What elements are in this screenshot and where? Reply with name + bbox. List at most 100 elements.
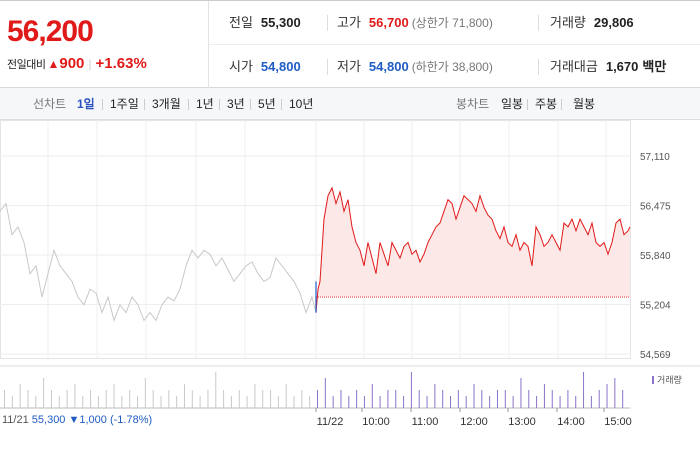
- volume-bar: [113, 384, 115, 408]
- price-box: 56,200 전일대비 ▲900 | +1.63%: [0, 1, 209, 89]
- prev-day-footer: 11/21 55,300 ▼1,000 (-1.78%): [2, 414, 152, 426]
- volume-bar: [35, 396, 37, 408]
- divider: [188, 99, 189, 110]
- high-label: 고가: [337, 15, 361, 30]
- candle-daily[interactable]: 일봉: [501, 97, 524, 111]
- volume-bar: [262, 390, 264, 408]
- divider: [250, 99, 251, 110]
- candle-chart-label: 봉차트: [456, 97, 490, 111]
- price-chart[interactable]: 57,110 56,475 55,840 55,204 54,569 11/22 10:0…: [0, 120, 700, 430]
- amount-unit: 백만: [642, 59, 667, 74]
- stats-row-2: 시가 54,800 저가 54,800 (하한가 38,800) 거래대금 1,670 백…: [209, 45, 700, 89]
- volume-bar: [575, 396, 577, 408]
- range-3m[interactable]: 3개월: [152, 97, 181, 111]
- divider: [219, 99, 220, 110]
- volume-bar: [129, 390, 131, 408]
- prev-close-value: 55,300: [260, 15, 301, 30]
- prev-date: 11/21: [2, 414, 29, 426]
- prev-change-footer: ▼1,000 (-1.78%): [68, 414, 153, 426]
- volume: 거래량 29,806: [550, 1, 634, 45]
- volume-bar: [277, 396, 279, 408]
- volume-bar: [58, 396, 60, 408]
- volume-bar: [583, 372, 585, 408]
- volume-bar: [324, 378, 326, 408]
- volume-bar: [90, 390, 92, 408]
- volume-bar: [356, 390, 358, 408]
- volume-bar: [410, 372, 412, 408]
- volume-bar: [426, 396, 428, 408]
- volume-bar: [183, 384, 185, 408]
- range-1y[interactable]: 1년: [196, 97, 214, 111]
- volume-bar: [543, 384, 545, 408]
- volume-bar: [504, 390, 506, 408]
- volume-bar: [309, 396, 311, 408]
- change-summary: 전일대비 ▲900 | +1.63%: [7, 55, 147, 72]
- upper-limit: (상한가 71,800): [411, 16, 493, 30]
- volume-bar: [418, 390, 420, 408]
- prev-day-line: [0, 202, 317, 323]
- volume-bar: [371, 384, 373, 408]
- volume-bar: [598, 390, 600, 408]
- volume-bar: [340, 390, 342, 408]
- range-1d[interactable]: 1일: [77, 97, 95, 111]
- volume-bar: [457, 390, 459, 408]
- volume-bar: [230, 396, 232, 408]
- range-1w[interactable]: 1주일: [110, 97, 139, 111]
- divider: |: [88, 57, 92, 71]
- range-3y[interactable]: 3년: [227, 97, 245, 111]
- divider: [538, 59, 539, 75]
- candle-weekly[interactable]: 주봉: [535, 97, 558, 111]
- volume-bar: [74, 384, 76, 408]
- high-price: 고가 56,700 (상한가 71,800): [337, 1, 493, 45]
- volume-bar: [270, 390, 272, 408]
- volume-legend-label: 거래량: [657, 375, 682, 385]
- volume-bar: [215, 372, 217, 408]
- amount-value: 1,670: [605, 59, 639, 74]
- volume-bar: [207, 390, 209, 408]
- quote-stats: 전일 55,300 고가 56,700 (상한가 71,800) 거래량 29,806 …: [209, 1, 700, 89]
- x-tick-label: 12:00: [460, 416, 488, 428]
- volume-bar: [363, 396, 365, 408]
- volume-bar: [567, 390, 569, 408]
- volume-bar: [66, 390, 68, 408]
- volume-bars: [0, 365, 700, 409]
- volume-bar: [512, 396, 514, 408]
- change-label: 전일대비: [7, 59, 46, 71]
- volume-bar: [11, 396, 13, 408]
- volume-bar: [536, 396, 538, 408]
- range-10y[interactable]: 10년: [289, 97, 314, 111]
- volume-label: 거래량: [550, 15, 586, 30]
- amount-label: 거래대금: [550, 59, 598, 74]
- high-value: 56,700: [368, 15, 409, 30]
- y-tick-label: 55,204: [640, 301, 671, 312]
- quote-header: 56,200 전일대비 ▲900 | +1.63% 전일 55,300 고가 56,700…: [0, 0, 700, 89]
- volume-bar: [199, 396, 201, 408]
- current-price: 56,200: [7, 15, 94, 48]
- up-arrow-icon: ▲: [47, 57, 60, 71]
- change-percent: +1.63%: [95, 55, 147, 72]
- lower-limit: (하한가 38,800): [411, 60, 493, 74]
- volume-bar: [403, 396, 405, 408]
- prev-close-label: 전일: [229, 15, 253, 30]
- volume-bar: [332, 396, 334, 408]
- x-axis-ticks: 11/22 10:00 11:00 12:00 13:00 14:00 15:00: [315, 408, 632, 428]
- divider: [102, 99, 103, 110]
- volume-bar: [254, 384, 256, 408]
- volume-bar: [293, 396, 295, 408]
- volume-bar: [43, 378, 45, 408]
- volume-legend: 거래량: [652, 373, 682, 386]
- volume-bar: [246, 396, 248, 408]
- y-axis-ticks: 57,110 56,475 55,840 55,204 54,569: [640, 152, 671, 361]
- x-tick-label: 14:00: [557, 416, 585, 428]
- volume-bar: [559, 396, 561, 408]
- divider: [327, 59, 328, 75]
- intraday-line: [315, 186, 631, 313]
- volume-bar: [168, 390, 170, 408]
- x-tick-label: 10:00: [362, 416, 390, 428]
- range-5y[interactable]: 5년: [258, 97, 276, 111]
- divider: [538, 15, 539, 31]
- volume-bar: [465, 396, 467, 408]
- volume-bar: [520, 378, 522, 408]
- candle-monthly[interactable]: 월봉: [573, 97, 596, 111]
- x-tick-label: 13:00: [508, 416, 536, 428]
